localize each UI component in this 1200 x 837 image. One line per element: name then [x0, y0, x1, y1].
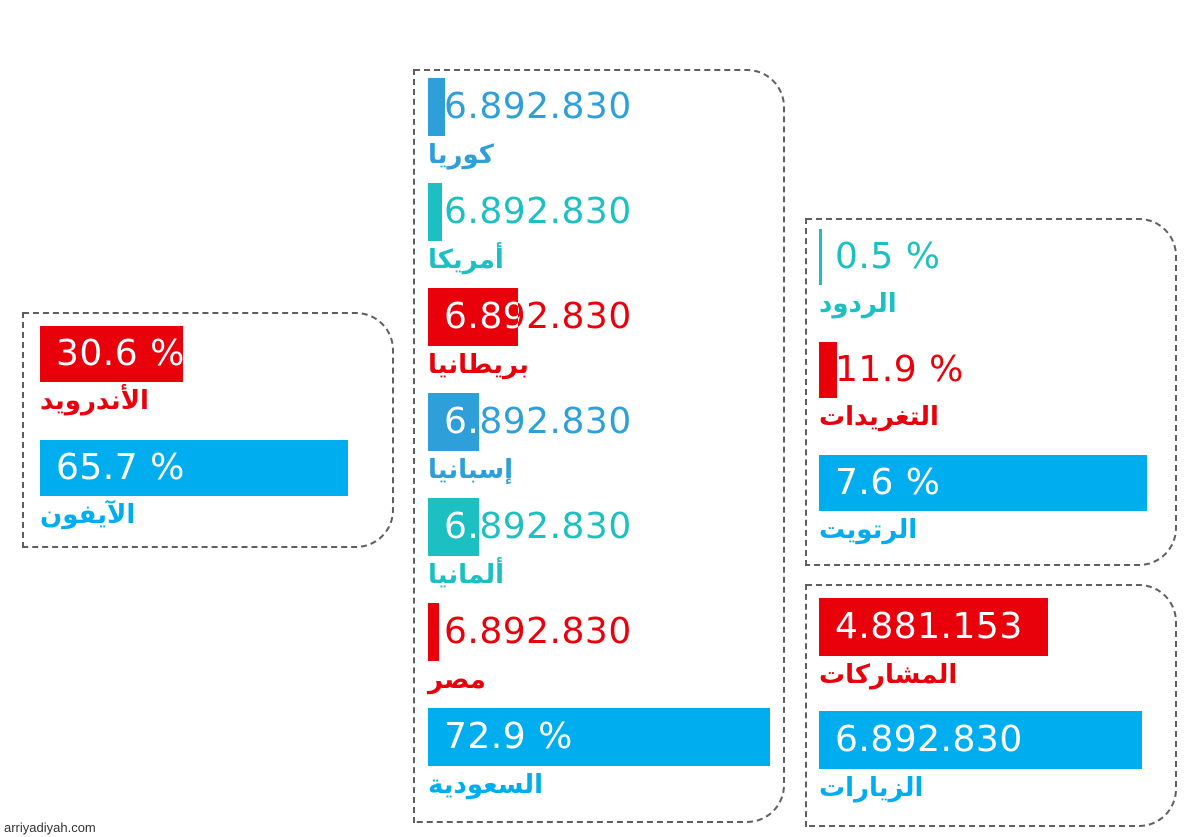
bar-row: 6.892.830	[428, 183, 788, 241]
bar	[819, 342, 837, 398]
data-label: 6.892.830	[444, 401, 632, 442]
bar-row: 30.6 %	[40, 326, 400, 382]
bar-row: 0.5 %	[819, 229, 1179, 285]
bar	[428, 183, 442, 241]
category-label: كوريا	[428, 140, 494, 170]
category-label: الردود	[819, 289, 897, 319]
data-label: 4.881.153	[835, 606, 1023, 647]
category-label: إسبانيا	[428, 455, 513, 485]
data-label: 7.6 %	[835, 462, 941, 503]
data-label: 30.6 %	[56, 333, 185, 374]
totals-panel	[805, 584, 1177, 827]
category-label: التغريدات	[819, 402, 939, 432]
countries-panel	[413, 69, 785, 823]
devices-panel	[22, 312, 394, 548]
bar-row: 72.9 %	[428, 708, 788, 766]
category-label: أمريكا	[428, 245, 504, 275]
category-label: الرتويت	[819, 515, 918, 545]
category-label: السعودية	[428, 770, 543, 800]
bar	[40, 326, 183, 382]
bar	[428, 498, 479, 556]
bar	[819, 229, 822, 285]
data-label: 6.892.830	[444, 296, 632, 337]
bar-row: 6.892.830	[428, 393, 788, 451]
bar-row: 6.892.830	[428, 498, 788, 556]
data-label: 72.9 %	[444, 716, 573, 757]
bar-row: 6.892.830	[428, 603, 788, 661]
category-label: مصر	[428, 665, 486, 695]
bar-row: 6.892.830	[428, 288, 788, 346]
bar	[819, 598, 1048, 656]
category-label: بريطانيا	[428, 350, 529, 380]
bar-row: 6.892.830	[428, 78, 788, 136]
category-label: الآيفون	[40, 500, 136, 530]
data-label: 11.9 %	[835, 349, 964, 390]
bar-row: 11.9 %	[819, 342, 1179, 398]
data-label: 6.892.830	[444, 86, 632, 127]
data-label: 6.892.830	[444, 611, 632, 652]
category-label: المشاركات	[819, 660, 958, 690]
bar-row: 6.892.830	[819, 711, 1179, 769]
bar	[40, 440, 348, 496]
bar	[428, 288, 518, 346]
category-label: ألمانيا	[428, 560, 505, 590]
bar	[428, 393, 479, 451]
data-label: 0.5 %	[835, 236, 941, 277]
bar	[428, 708, 770, 766]
bar	[819, 711, 1142, 769]
bar	[428, 78, 445, 136]
bar-row: 65.7 %	[40, 440, 400, 496]
bar	[819, 455, 1147, 511]
bar	[428, 603, 439, 661]
data-label: 6.892.830	[835, 719, 1023, 760]
bar-row: 7.6 %	[819, 455, 1179, 511]
category-label: الأندرويد	[40, 386, 149, 416]
interactions-panel	[805, 218, 1177, 566]
data-label: 6.892.830	[444, 191, 632, 232]
category-label: الزيارات	[819, 773, 924, 803]
bar-row: 4.881.153	[819, 598, 1179, 656]
data-label: 65.7 %	[56, 447, 185, 488]
data-label: 6.892.830	[444, 506, 632, 547]
site-watermark: arriyadiyah.com	[4, 820, 96, 835]
